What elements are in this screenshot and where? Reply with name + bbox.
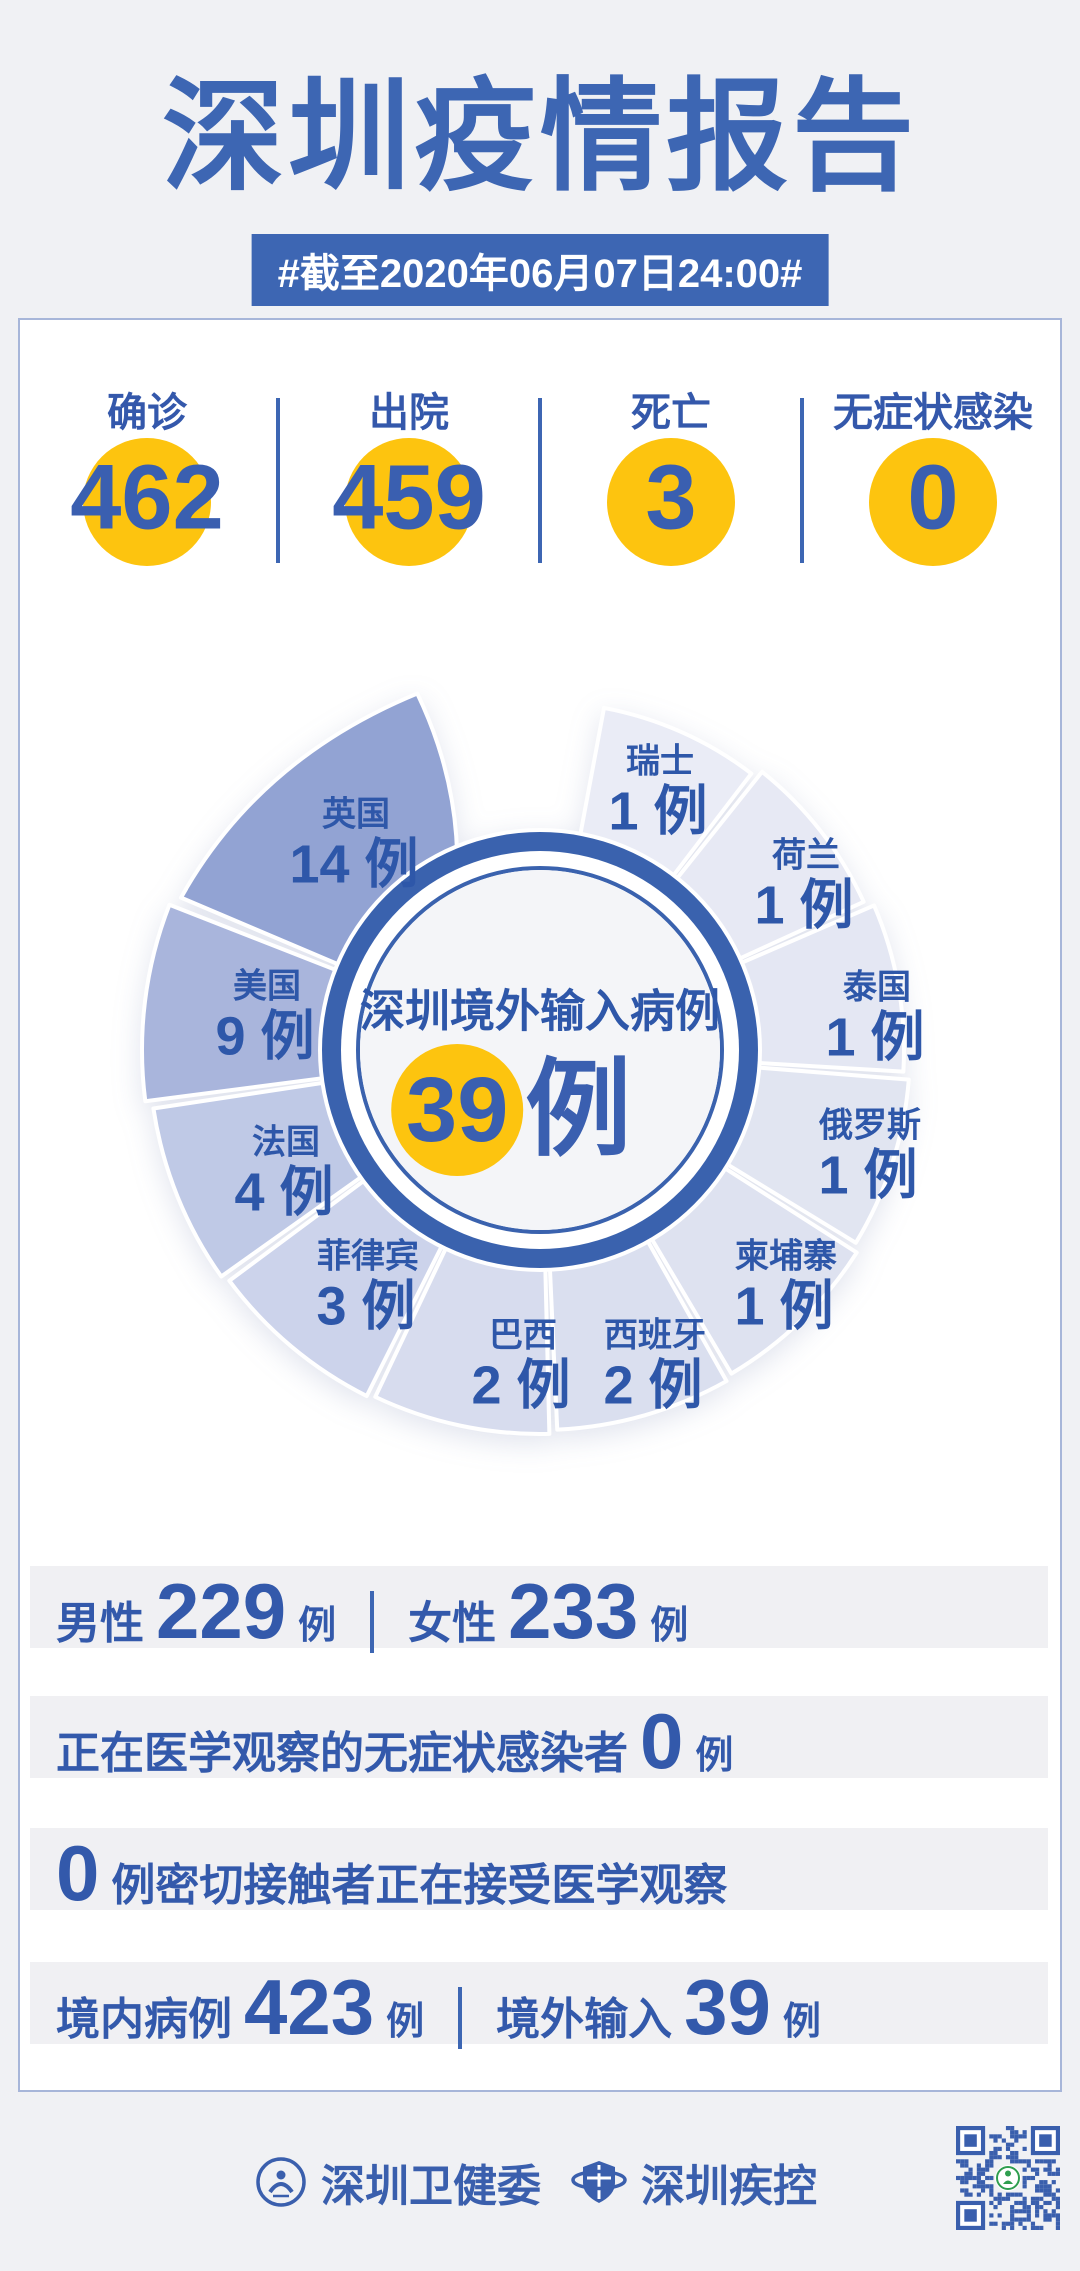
male-label: 男性 bbox=[56, 1599, 144, 1648]
pie-center-title: 深圳境外输入病例 bbox=[359, 985, 721, 1037]
stat-divider bbox=[800, 397, 804, 563]
female-value: 233 bbox=[508, 1567, 639, 1655]
stat-value-circle: 0 bbox=[869, 438, 997, 566]
stat-value: 459 bbox=[332, 446, 486, 549]
imported-label: 境外输入 bbox=[496, 1995, 673, 2044]
footer-org-health-commission: 深圳卫健委 bbox=[255, 2150, 541, 2214]
stat-label: 死亡 bbox=[631, 391, 711, 435]
cdc-shield-icon bbox=[571, 2161, 627, 2203]
vertical-divider bbox=[370, 1590, 375, 1653]
stat-value: 462 bbox=[70, 446, 224, 549]
stat-deaths: 死亡 3 bbox=[542, 380, 800, 580]
org-name: 深圳卫健委 bbox=[321, 2162, 541, 2211]
stat-value: 0 bbox=[907, 446, 959, 549]
stat-value-circle: 3 bbox=[607, 438, 735, 566]
imported-value: 39 bbox=[684, 1963, 771, 2051]
stat-label: 确诊 bbox=[107, 391, 187, 435]
close-contacts-value: 0 bbox=[56, 1829, 100, 1917]
stat-label: 出院 bbox=[369, 391, 449, 435]
vertical-divider bbox=[458, 1986, 463, 2049]
stat-value-circle: 462 bbox=[70, 438, 224, 566]
domestic-value: 423 bbox=[244, 1963, 375, 2051]
close-contacts-bar: 0 例密切接触者正在接受医学观察 bbox=[30, 1828, 1048, 1917]
asymptomatic-observation-bar: 正在医学观察的无症状感染者 0 例 bbox=[30, 1696, 1048, 1785]
unit: 例 bbox=[650, 1605, 689, 1647]
page-title: 深圳疫情报告 bbox=[162, 69, 918, 205]
qr-code bbox=[956, 2126, 1060, 2230]
unit: 例 bbox=[782, 2001, 821, 2043]
male-value: 229 bbox=[156, 1567, 287, 1655]
stat-divider bbox=[538, 397, 542, 563]
female-label: 女性 bbox=[408, 1599, 497, 1648]
asymptomatic-value: 0 bbox=[640, 1697, 684, 1785]
total-value-unit: 例 bbox=[525, 1051, 632, 1169]
org-name: 深圳疾控 bbox=[641, 2162, 817, 2211]
gender-stats-bar: 男性 229 例 女性 233 例 bbox=[30, 1566, 1048, 1655]
stat-divider bbox=[276, 397, 280, 563]
case-origin-bar: 境内病例 423 例 境外输入 39 例 bbox=[30, 1962, 1048, 2051]
stat-asymptomatic: 无症状感染 0 bbox=[804, 380, 1062, 580]
stat-discharged: 出院 459 bbox=[280, 380, 538, 580]
asymptomatic-label: 正在医学观察的无症状感染者 bbox=[56, 1729, 628, 1778]
stat-value: 3 bbox=[645, 446, 697, 549]
close-contacts-label: 例密切接触者正在接受医学观察 bbox=[111, 1861, 728, 1910]
unit: 例 bbox=[695, 1735, 734, 1777]
stat-confirmed: 确诊 462 bbox=[18, 380, 276, 580]
footer-org-cdc: 深圳疾控 bbox=[571, 2150, 817, 2214]
health-commission-seal-icon bbox=[256, 2157, 306, 2207]
pie-center-value: 39 例 bbox=[391, 1044, 631, 1176]
summary-stats-row: 确诊 462 出院 459 死亡 3 无症状感染 0 bbox=[18, 380, 1062, 580]
unit: 例 bbox=[386, 2001, 425, 2043]
unit: 例 bbox=[298, 1605, 337, 1647]
stat-label: 无症状感染 bbox=[833, 391, 1033, 435]
date-badge: #截至2020年06月07日24:00# bbox=[251, 234, 829, 306]
stat-value-circle: 459 bbox=[332, 438, 486, 566]
domestic-label: 境内病例 bbox=[56, 1995, 232, 2044]
total-value-circle: 39 bbox=[391, 1044, 524, 1176]
